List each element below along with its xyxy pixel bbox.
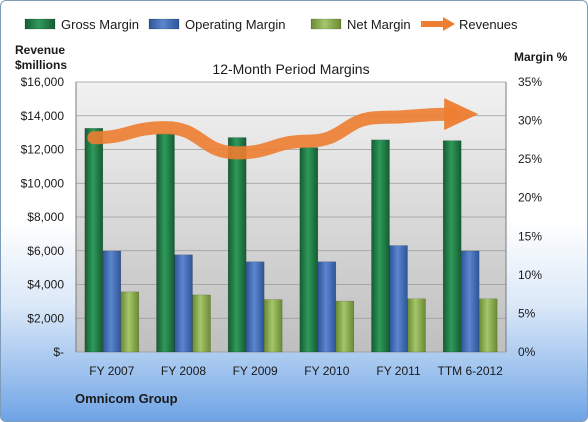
legend-gross-margin-swatch (24, 18, 56, 30)
x-tick-label: FY 2010 (304, 364, 349, 378)
x-tick-label: TTM 6-2012 (437, 364, 503, 378)
net-margin-bar (407, 298, 426, 353)
legend-operating-margin-label: Operating Margin (185, 17, 285, 32)
gross-margin-bar (299, 147, 319, 353)
gross-margin-bar (371, 139, 390, 353)
net-margin-bar (120, 291, 140, 353)
y-left-tick-label: $16,000 (21, 75, 65, 89)
y-left-label-line1: Revenue (15, 43, 65, 57)
operating-margin-bar (102, 250, 122, 353)
y-right-tick-label: 0% (518, 345, 536, 359)
y-left-tick-label: $12,000 (21, 143, 65, 157)
revenue-line (87, 107, 459, 160)
x-ticks: FY 2007 FY 2008 FY 2009 FY 2010 FY 2011 TTM 6… (89, 364, 503, 378)
y-left-tick-label: $8,000 (27, 210, 64, 224)
y-right-tick-label: 5% (518, 306, 536, 320)
y-left-tick-label: $14,000 (21, 109, 65, 123)
y-right-label: Margin % (514, 50, 568, 64)
net-margin-bar (335, 300, 355, 353)
operating-margin-bar (245, 261, 265, 353)
y-right-tick-label: 25% (518, 152, 542, 166)
gross-margin-bar (156, 133, 175, 353)
y-left-tick-label: $10,000 (21, 176, 65, 190)
legend-operating-margin-swatch (148, 18, 180, 30)
legend: Gross Margin Operating Margin Net Margin Re… (24, 17, 518, 32)
y-left-tick-label: $2,000 (27, 311, 64, 325)
y-left-tick-label: $- (53, 345, 64, 359)
y-right-tick-label: 10% (518, 268, 542, 282)
x-tick-label: FY 2008 (161, 364, 206, 378)
gross-margin-bar (442, 140, 462, 353)
y-right-tick-label: 35% (518, 75, 542, 89)
y-right-tick-label: 15% (518, 229, 542, 243)
legend-net-margin-swatch (310, 18, 342, 30)
operating-margin-bar (174, 254, 193, 353)
y-left-label-line2: $millions (15, 58, 67, 72)
legend-net-margin-label: Net Margin (347, 17, 411, 32)
company-label: Omnicom Group (75, 391, 178, 406)
y-left-tick-label: $6,000 (27, 244, 64, 258)
x-tick-label: FY 2007 (89, 364, 134, 378)
y-right-ticks: 0% 5% 10% 15% 20% 25% 30% 35% (518, 75, 542, 359)
chart-title: 12-Month Period Margins (212, 61, 369, 77)
y-right-tick-label: 30% (518, 114, 542, 128)
operating-margin-bar (317, 261, 337, 353)
x-tick-label: FY 2009 (233, 364, 278, 378)
gross-margin-bar (227, 137, 247, 353)
legend-revenues-label: Revenues (459, 17, 518, 32)
y-left-tick-label: $4,000 (27, 278, 64, 292)
net-margin-bar (192, 294, 211, 353)
y-left-ticks: $- $2,000 $4,000 $6,000 $8,000 $10,000 $12,000… (21, 75, 65, 359)
legend-revenues-arrow (443, 17, 455, 31)
legend-gross-margin-label: Gross Margin (61, 17, 139, 32)
net-margin-bar (478, 298, 498, 353)
gridlines (75, 81, 507, 353)
net-margin-bar (263, 299, 283, 353)
revenue-line-group (87, 98, 479, 160)
y-right-tick-label: 20% (518, 191, 542, 205)
bars (84, 128, 498, 353)
x-tick-label: FY 2011 (376, 364, 421, 378)
operating-margin-bar (389, 245, 408, 353)
revenue-arrowhead (444, 98, 479, 131)
gross-margin-bar (84, 128, 104, 353)
operating-margin-bar (460, 250, 480, 353)
